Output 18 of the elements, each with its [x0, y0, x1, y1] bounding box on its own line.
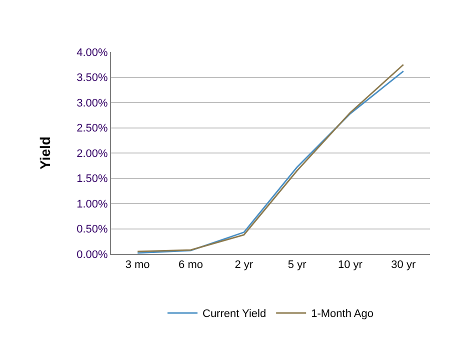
x-tick-label: 6 mo: [178, 259, 203, 272]
x-tick-label: 2 yr: [234, 259, 254, 272]
x-tick-label: 3 mo: [125, 259, 150, 272]
y-axis-title: Yield: [37, 136, 54, 170]
y-tick-label: 2.50%: [76, 122, 108, 135]
y-tick-label: 3.00%: [76, 97, 108, 110]
y-tick-label: 4.00%: [76, 46, 108, 59]
y-tick-label: 1.00%: [76, 198, 108, 210]
y-tick-label: 0.00%: [76, 248, 108, 261]
y-tick-label: 2.00%: [76, 148, 108, 160]
x-tick-label: 30 yr: [391, 259, 416, 272]
y-tick-label: 0.50%: [76, 224, 108, 236]
x-tick-label: 5 yr: [288, 259, 307, 272]
x-tick-label: 10 yr: [338, 259, 363, 272]
y-tick-label: 1.50%: [76, 173, 108, 186]
y-tick-label: 3.50%: [76, 72, 108, 84]
legend-label: 1-Month Ago: [311, 308, 374, 320]
legend-label: Current Yield: [202, 308, 266, 320]
